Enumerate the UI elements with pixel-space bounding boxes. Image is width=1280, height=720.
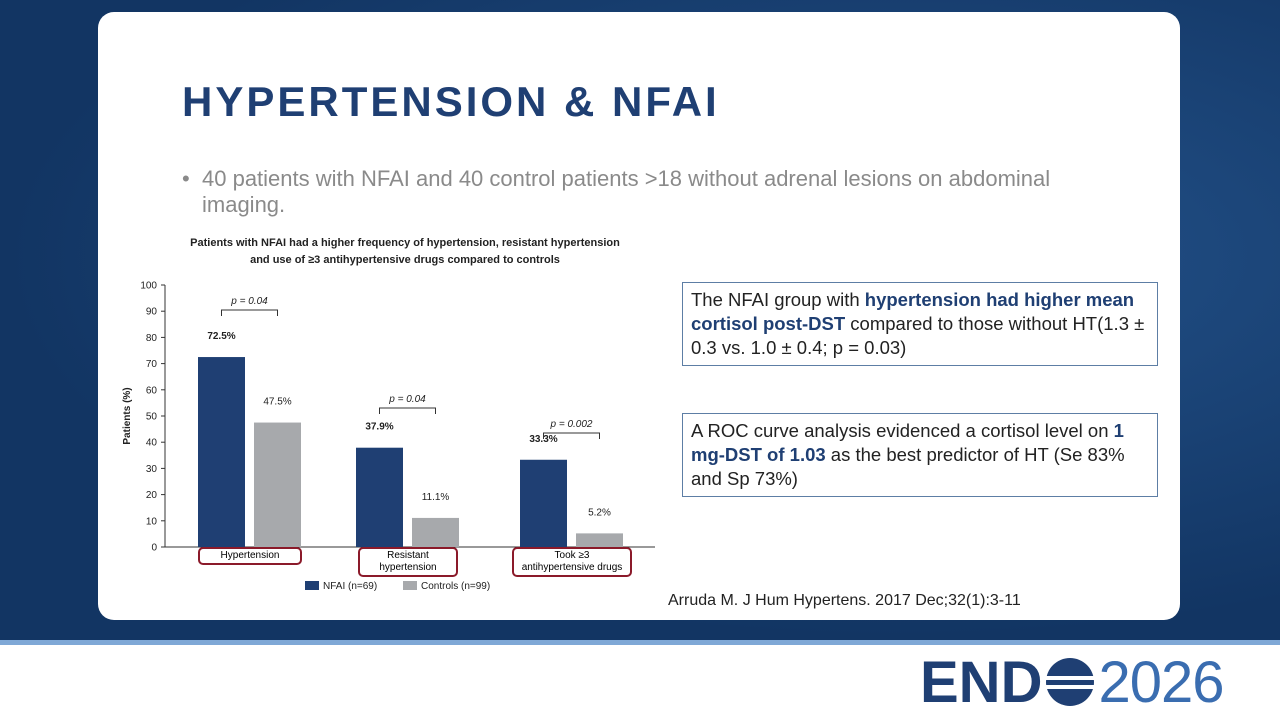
x-tick-box: Hypertension [198, 547, 302, 565]
x-tick-box: Took ≥3 antihypertensive drugs [512, 547, 632, 577]
bracket [379, 407, 436, 414]
y-tick-label: 90 [146, 307, 158, 318]
bar [520, 459, 567, 547]
text: compared to those without HT(1.3 ± 0.3 v… [691, 313, 1145, 358]
y-tick-label: 20 [146, 490, 158, 501]
legend-swatch [305, 581, 319, 590]
value-label: 72.5% [207, 331, 235, 342]
x-tick-label: Took ≥3 antihypertensive drugs [512, 547, 632, 577]
annotation: p = 0.002 [550, 419, 593, 430]
slide-card: HYPERTENSION & NFAI 40 patients with NFA… [98, 12, 1180, 620]
logo: END 2026 [920, 650, 1225, 715]
text-bold: 1 mg-DST of 1.03 [691, 420, 1124, 465]
annotation: p = 0.04 [388, 394, 426, 405]
text: A ROC curve analysis evidenced a cortiso… [691, 420, 1114, 441]
x-tick-label: Resistant hypertension [358, 547, 458, 577]
bracket [543, 432, 600, 439]
value-label: 33.3% [529, 434, 557, 445]
citation: Arruda M. J Hum Hypertens. 2017 Dec;32(1… [668, 592, 1021, 609]
text-box: The NFAI group with hypertension had hig… [682, 282, 1158, 366]
value-label: 37.9% [365, 422, 393, 433]
bar [356, 447, 403, 547]
value-label: 5.2% [588, 507, 611, 518]
y-tick-label: 40 [146, 438, 158, 449]
bracket [221, 309, 278, 316]
y-tick-label: 10 [146, 516, 158, 527]
text: as the best predictor of HT (Se 83% and … [691, 444, 1125, 489]
value-label: 47.5% [263, 397, 291, 408]
bar [198, 357, 245, 547]
y-tick-label: 0 [151, 543, 157, 554]
bar [412, 517, 459, 547]
logo-icon [1042, 658, 1099, 706]
logo-text: 2026 [1098, 649, 1224, 715]
bullet: 40 patients with NFAI and 40 control pat… [182, 166, 1082, 218]
text-bold: hypertension had higher mean cortisol po… [691, 289, 1135, 334]
y-tick-label: 100 [140, 281, 157, 292]
bar [576, 533, 623, 547]
y-tick-label: 70 [146, 359, 158, 370]
chart: Patients with NFAI had a higher frequenc… [122, 237, 655, 592]
y-tick-label: 80 [146, 333, 158, 344]
bar [254, 422, 301, 547]
value-label: 11.1% [422, 492, 450, 503]
y-tick-label: 60 [146, 385, 158, 396]
legend-label: Controls (n=99) [421, 581, 490, 592]
annotation: p = 0.04 [230, 296, 268, 307]
text: The NFAI group with [691, 289, 865, 310]
y-tick-label: 30 [146, 464, 158, 475]
legend-label: NFAI (n=69) [323, 581, 377, 592]
y-axis-label: Patients (%) [122, 387, 133, 444]
text-box: A ROC curve analysis evidenced a cortiso… [682, 413, 1158, 497]
y-tick-label: 50 [146, 412, 158, 423]
slide-title: HYPERTENSION & NFAI [182, 78, 720, 125]
chart-title: Patients with NFAI had a higher frequenc… [190, 237, 620, 266]
x-tick-box: Resistant hypertension [358, 547, 458, 577]
logo-text: END [920, 649, 1043, 715]
legend-swatch [403, 581, 417, 590]
x-tick-label: Hypertension [198, 547, 302, 565]
